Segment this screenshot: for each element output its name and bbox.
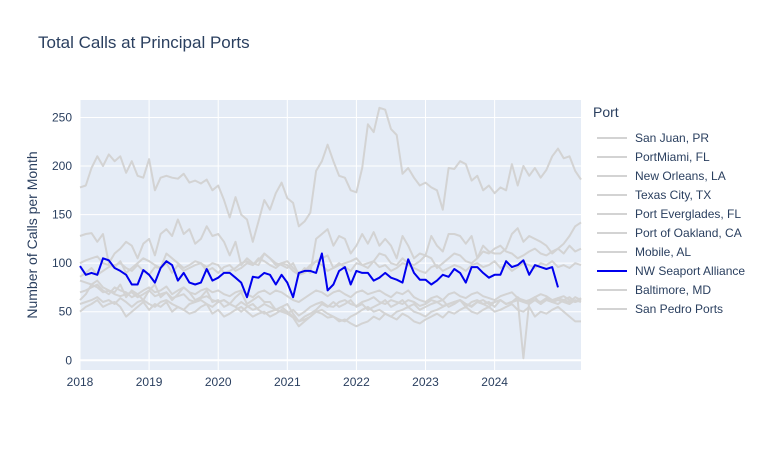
series-line-san-juan-pr (79, 106, 582, 243)
x-tick-label: 2023 (412, 375, 439, 389)
legend-item[interactable]: PortMiami, FL (593, 147, 745, 166)
legend-swatch (597, 231, 627, 234)
legend-item[interactable]: San Pedro Ports (593, 299, 745, 318)
series-line-new-orleans-la (79, 279, 582, 323)
y-tick-label: 250 (52, 110, 72, 124)
x-tick-labels: 2018 2019 2020 2021 2022 2023 2024 (67, 375, 509, 389)
legend-label: Texas City, TX (635, 187, 712, 202)
legend-title: Port (593, 104, 619, 120)
legend-item[interactable]: New Orleans, LA (593, 166, 745, 185)
legend-label: Baltimore, MD (635, 282, 712, 297)
series-lines (79, 106, 582, 360)
legend-label: New Orleans, LA (635, 168, 726, 183)
legend-item[interactable]: Port of Oakland, CA (593, 223, 745, 242)
x-tick-label: 2020 (205, 375, 232, 389)
legend-item[interactable]: Port Everglades, FL (593, 204, 745, 223)
legend-swatch (597, 155, 627, 158)
y-tick-labels: 0 50 100 150 200 250 (52, 110, 72, 367)
series-line-mobile-al (79, 299, 581, 328)
legend-item[interactable]: San Juan, PR (593, 128, 745, 147)
y-tick-label: 100 (52, 256, 72, 270)
series-line-portmiami-fl (79, 218, 582, 276)
legend-label: PortMiami, FL (635, 149, 710, 164)
legend-items: San Juan, PR PortMiami, FL New Orleans, LA… (593, 128, 745, 318)
legend-item[interactable]: Mobile, AL (593, 242, 745, 261)
x-tick-label: 2021 (274, 375, 301, 389)
legend-label: San Juan, PR (635, 130, 710, 145)
series-line-san-pedro-ports (79, 279, 582, 360)
chart-title: Total Calls at Principal Ports (38, 33, 250, 52)
y-tick-label: 50 (59, 305, 73, 319)
legend-swatch (597, 193, 627, 196)
legend-item[interactable]: Texas City, TX (593, 185, 745, 204)
y-tick-label: 150 (52, 208, 72, 222)
legend-swatch (597, 250, 627, 253)
y-tick-label: 0 (65, 353, 72, 367)
legend-item[interactable]: Baltimore, MD (593, 280, 745, 299)
x-tick-label: 2019 (136, 375, 163, 389)
x-tick-label: 2022 (343, 375, 370, 389)
x-tick-label: 2024 (481, 375, 508, 389)
series-line-port-everglades-fl (79, 244, 582, 274)
x-tick-label: 2018 (67, 375, 94, 389)
legend-label: NW Seaport Alliance (635, 263, 746, 278)
legend-swatch (597, 307, 627, 310)
legend-label: Port Everglades, FL (635, 206, 742, 221)
legend-swatch (597, 288, 627, 291)
legend-label: Port of Oakland, CA (635, 225, 742, 240)
legend-swatch (597, 174, 627, 177)
legend-item[interactable]: NW Seaport Alliance (593, 261, 745, 280)
series-line-port-of-oakland-ca (79, 283, 582, 303)
legend-swatch (597, 269, 627, 272)
y-tick-label: 200 (52, 159, 72, 173)
series-line-nw-seaport-alliance (79, 252, 559, 299)
legend-label: San Pedro Ports (635, 301, 724, 316)
legend-label: Mobile, AL (635, 244, 692, 259)
legend-swatch (597, 212, 627, 215)
legend: Port San Juan, PR PortMiami, FL New Orlean… (593, 104, 745, 318)
y-axis-label: Number of Calls per Month (24, 151, 40, 318)
legend-swatch (597, 136, 627, 139)
